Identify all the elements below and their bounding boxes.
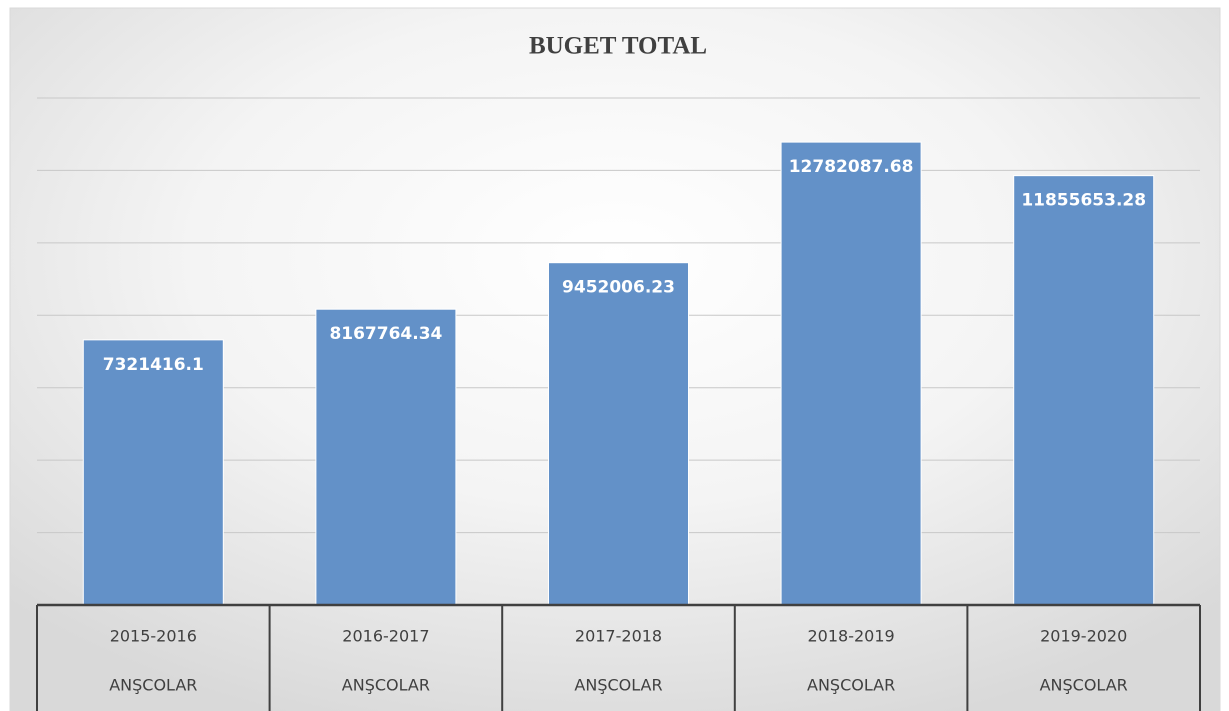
- data-label: 9452006.23: [562, 278, 675, 298]
- data-label: 7321416.1: [103, 355, 204, 375]
- x-group-label: ANŞCOLAR: [1040, 676, 1128, 695]
- data-label: 12782087.68: [789, 157, 914, 177]
- chart-title: BUGET TOTAL: [529, 33, 707, 60]
- x-tick-label: 2016-2017: [342, 627, 429, 646]
- bar: [82, 339, 224, 606]
- data-label: 8167764.34: [329, 324, 442, 344]
- x-group-label: ANŞCOLAR: [807, 676, 895, 695]
- bar: [1013, 175, 1155, 606]
- x-group-label: ANŞCOLAR: [342, 676, 430, 695]
- bar: [315, 308, 457, 606]
- bar: [780, 141, 922, 606]
- x-group-label: ANŞCOLAR: [109, 676, 197, 695]
- x-tick-label: 2017-2018: [575, 627, 662, 646]
- x-tick-label: 2015-2016: [110, 627, 197, 646]
- x-tick-label: 2019-2020: [1040, 627, 1127, 646]
- x-tick-label: 2018-2019: [807, 627, 894, 646]
- x-group-label: ANŞCOLAR: [574, 676, 662, 695]
- bar: [548, 262, 689, 606]
- data-label: 11855653.28: [1021, 191, 1146, 211]
